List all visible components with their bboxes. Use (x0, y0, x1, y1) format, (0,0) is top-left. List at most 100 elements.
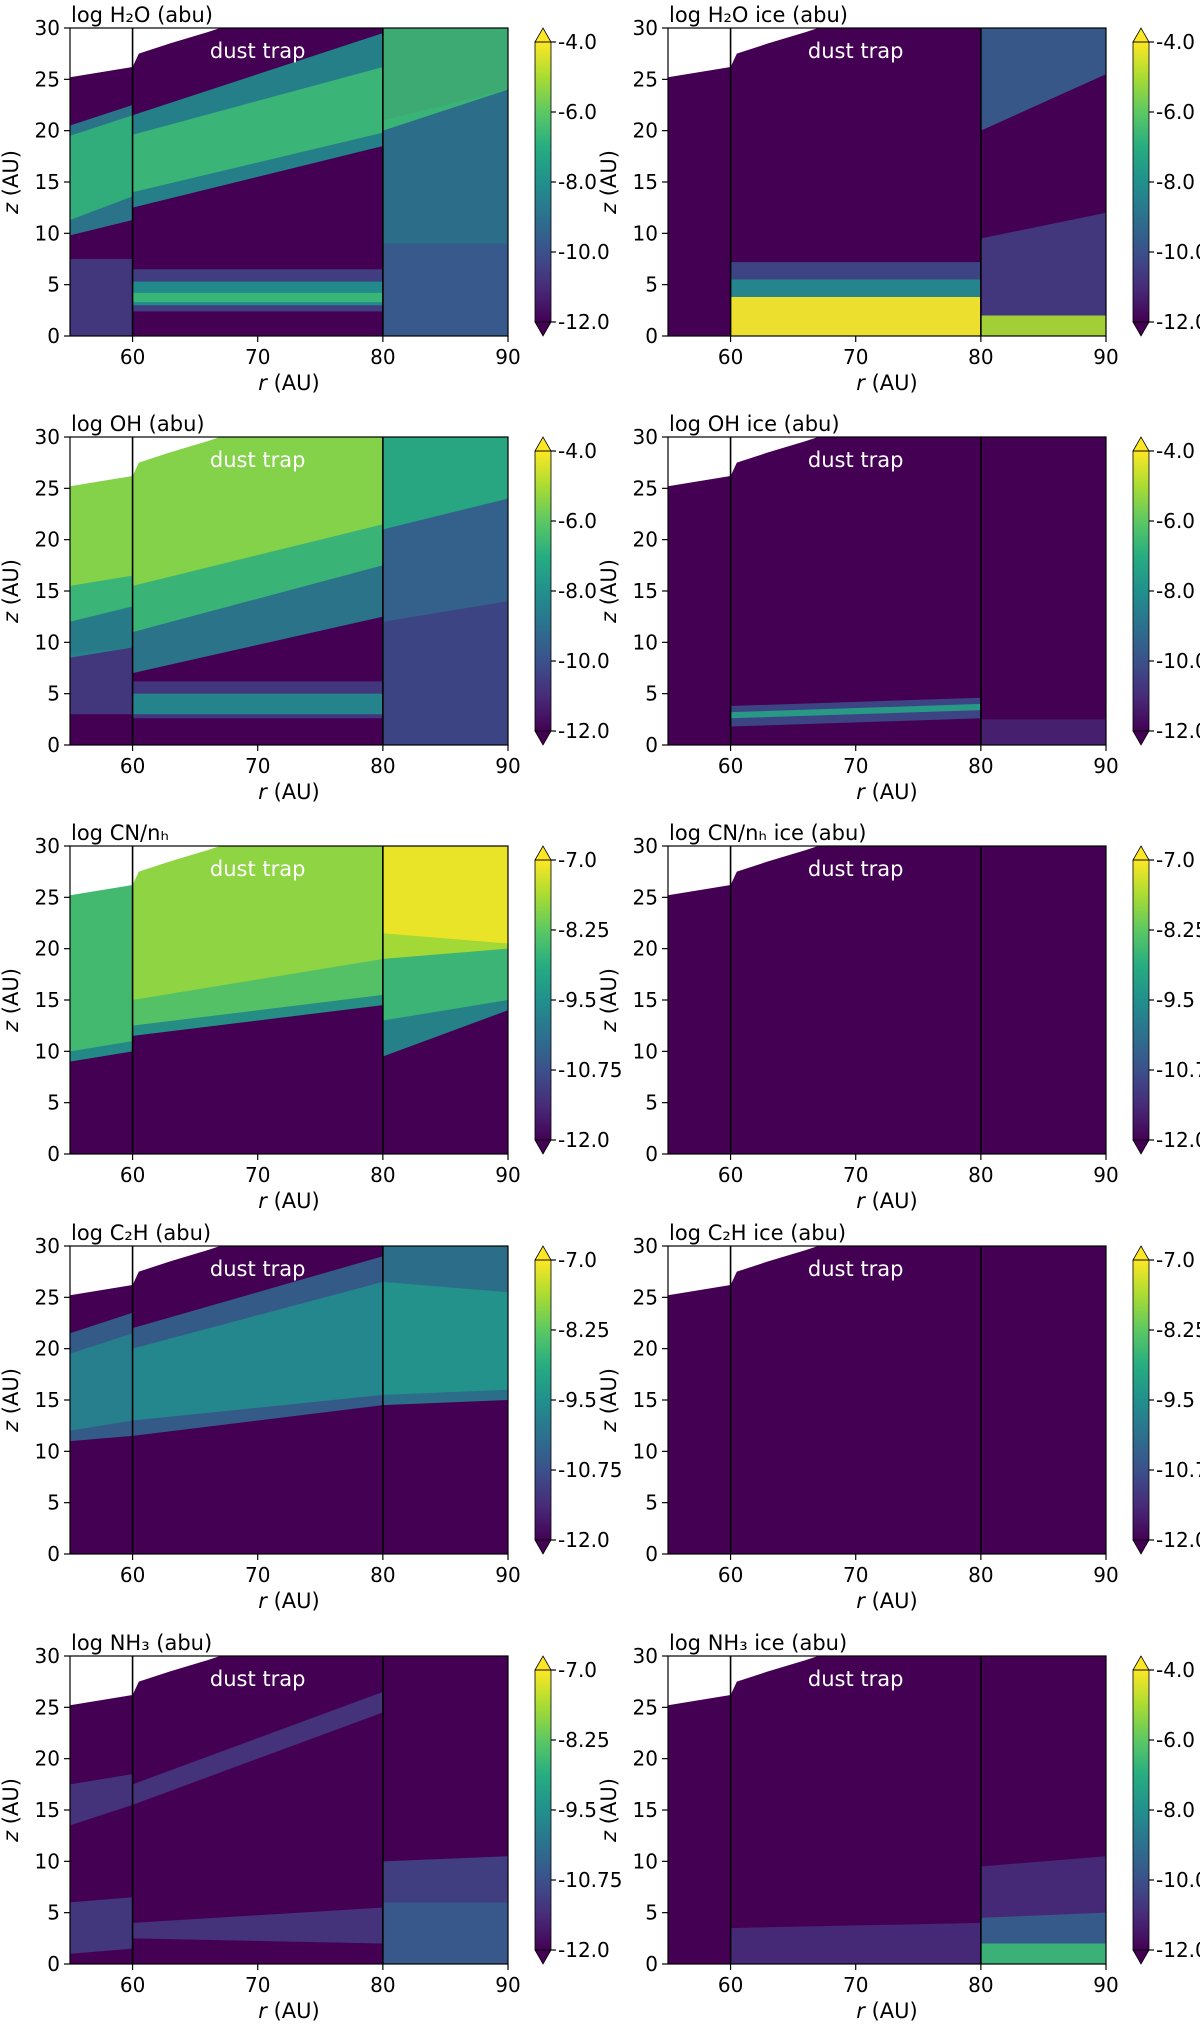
y-axis-label: z (AU) (597, 559, 621, 624)
masked-region (668, 28, 819, 78)
y-tick-label: 20 (35, 528, 60, 552)
colorbar (535, 1260, 551, 1540)
colorbar-tick-label: -6.0 (1156, 100, 1195, 124)
x-axis-unit: (AU) (865, 1999, 918, 2023)
panel-title: log NH₃ (abu) (71, 1631, 212, 1655)
colorbar-tick-label: -6.0 (558, 100, 597, 124)
y-tick-label: 30 (35, 1234, 60, 1258)
y-tick-label: 10 (35, 221, 60, 245)
masked-region (70, 1656, 221, 1706)
colorbar-tick-label: -8.0 (1156, 1798, 1195, 1822)
heatmap-area (668, 437, 1106, 745)
y-tick-label: 25 (35, 67, 60, 91)
y-tick-label: 0 (47, 1542, 60, 1566)
y-axis-label: z (AU) (0, 150, 23, 215)
colorbar-tick-label: -12.0 (1156, 719, 1200, 743)
y-tick-label: 0 (47, 1952, 60, 1976)
colorbar-tick-label: -7.0 (1156, 1248, 1195, 1272)
y-axis-label: z (AU) (597, 1778, 621, 1843)
dust-trap-label: dust trap (808, 448, 904, 472)
x-axis-symbol: r (856, 1589, 866, 1613)
colorbar-extend-min (534, 1139, 552, 1155)
heatmap-area (70, 437, 508, 745)
x-axis-label: r (AU) (856, 1999, 917, 2023)
colorbar-tick-label: -10.75 (1156, 1458, 1200, 1482)
colorbar-tick-label: -8.0 (1156, 579, 1195, 603)
x-axis-symbol: r (856, 1999, 866, 2023)
y-tick-label: 25 (633, 476, 658, 500)
colorbar-tick-label: -8.0 (1156, 170, 1195, 194)
y-axis-label: z (AU) (0, 1368, 23, 1433)
colorbar-tick-label: -10.75 (558, 1868, 622, 1892)
y-axis-symbol: z (0, 1020, 23, 1033)
y-axis-label: z (AU) (597, 1368, 621, 1433)
chart-panel: dust trap log OH ice (abu) 60 70 80 90 r (AU) 0… (597, 412, 1200, 804)
y-axis-label: z (AU) (0, 968, 23, 1033)
y-tick-label: 20 (633, 1337, 658, 1361)
y-axis-unit: (AU) (597, 1778, 621, 1831)
chart-panel: dust trap log C₂H ice (abu) 60 70 80 90 r (AU)… (597, 1221, 1200, 1613)
x-tick-label: 80 (370, 1163, 395, 1187)
heatmap-band (132, 693, 383, 715)
x-tick-label: 60 (718, 754, 743, 778)
heatmap-band (132, 437, 383, 586)
y-tick-label: 10 (633, 1849, 658, 1873)
y-axis-label: z (AU) (0, 559, 23, 624)
colorbar-extend-max (534, 27, 552, 43)
colorbar-tick-label: -12.0 (558, 1528, 610, 1552)
colorbar-tick-label: -10.0 (1156, 1868, 1200, 1892)
y-tick-label: 5 (47, 1491, 60, 1515)
heatmap-band (132, 846, 383, 1000)
x-tick-label: 90 (1093, 1163, 1118, 1187)
x-tick-label: 60 (718, 345, 743, 369)
x-axis-unit: (AU) (865, 780, 918, 804)
heatmap-band (382, 1281, 508, 1395)
colorbar-extend-max (1132, 1655, 1150, 1671)
y-axis-unit: (AU) (0, 1368, 23, 1421)
x-tick-label: 90 (1093, 1973, 1118, 1997)
colorbar-extend-min (534, 1539, 552, 1555)
x-axis-label: r (AU) (258, 1189, 319, 1213)
x-axis-label: r (AU) (258, 1589, 319, 1613)
colorbar-tick-label: -7.0 (558, 1658, 597, 1682)
heatmap-band (132, 292, 383, 303)
x-tick-label: 90 (495, 1163, 520, 1187)
x-tick-label: 80 (370, 1973, 395, 1997)
x-axis-symbol: r (258, 780, 268, 804)
y-axis-unit: (AU) (0, 150, 23, 203)
x-tick-label: 70 (245, 345, 270, 369)
y-tick-label: 0 (47, 733, 60, 757)
y-tick-label: 15 (35, 988, 60, 1012)
y-tick-label: 15 (633, 1388, 658, 1412)
x-tick-label: 70 (245, 1973, 270, 1997)
heatmap-area (668, 28, 1106, 336)
colorbar-extend-max (534, 436, 552, 452)
colorbar-tick-label: -10.0 (1156, 240, 1200, 264)
panel-title: log CN/nₕ ice (abu) (669, 821, 866, 845)
chart-panel: dust trap log H₂O ice (abu) 60 70 80 90 r (AU)… (597, 3, 1200, 395)
y-tick-label: 20 (35, 1337, 60, 1361)
heatmap-area (70, 1246, 508, 1554)
colorbar-extend-min (1132, 730, 1150, 746)
x-axis-unit: (AU) (267, 1999, 320, 2023)
masked-region (668, 846, 819, 896)
colorbar-tick-label: -9.5 (558, 1388, 597, 1412)
colorbar-tick-label: -6.0 (1156, 1728, 1195, 1752)
heatmap-area (668, 1656, 1106, 1964)
y-axis-unit: (AU) (597, 559, 621, 612)
y-axis-label: z (AU) (597, 150, 621, 215)
y-tick-label: 20 (633, 937, 658, 961)
y-axis-symbol: z (0, 202, 23, 215)
heatmap-background (668, 437, 1106, 745)
colorbar-extend-max (534, 845, 552, 861)
y-axis-label: z (AU) (0, 1778, 23, 1843)
y-tick-label: 25 (35, 885, 60, 909)
heatmap-band (70, 1897, 133, 1954)
x-axis-label: r (AU) (258, 1999, 319, 2023)
y-tick-label: 15 (633, 579, 658, 603)
colorbar-tick-label: -4.0 (1156, 30, 1195, 54)
colorbar (535, 451, 551, 731)
x-tick-label: 80 (370, 1563, 395, 1587)
y-tick-label: 5 (47, 682, 60, 706)
